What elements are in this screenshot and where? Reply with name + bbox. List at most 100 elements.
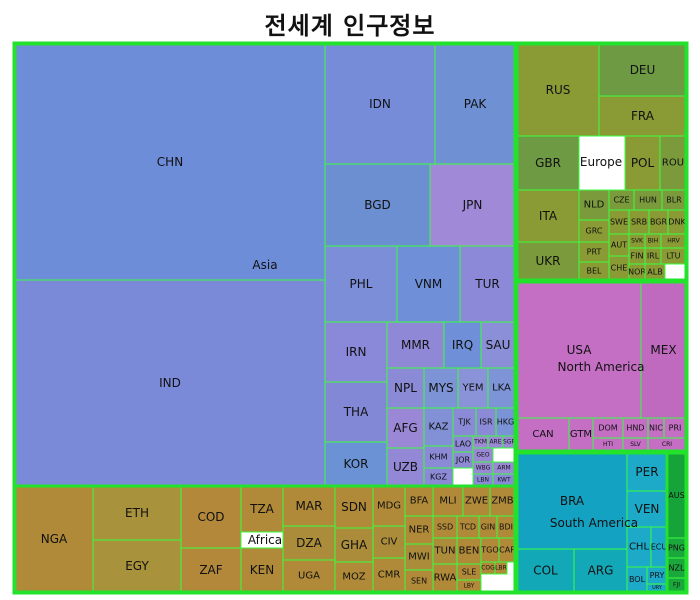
tile-label-tha: THA	[343, 405, 369, 419]
tile-label-aut: AUT	[611, 241, 627, 250]
tile-label-geo: GEO	[476, 452, 489, 459]
tile-label-cze: CZE	[613, 196, 629, 205]
tile-label-rwa: RWA	[434, 573, 457, 584]
tile-label-ven: VEN	[635, 502, 660, 516]
tile-label-tur: TUR	[474, 277, 499, 291]
tile-label-bdi: BDI	[499, 523, 513, 532]
tile-label-col: COL	[533, 564, 558, 578]
tile-label-tcd: TCD	[459, 523, 476, 532]
tile-label-srb: SRB	[631, 218, 647, 227]
tile-label-lbr: LBR	[495, 565, 507, 572]
tile-label-bfa: BFA	[410, 496, 429, 507]
tile-label-sau: SAU	[486, 338, 511, 352]
tile-label-bel: BEL	[587, 267, 603, 276]
tile-label-tkm: TKM	[473, 439, 487, 446]
tile-label-chl: CHL	[629, 542, 650, 553]
tile-label-mli: MLI	[439, 496, 456, 507]
tile-label-grc: GRC	[586, 227, 603, 236]
tile-label-dnk: DNK	[668, 218, 686, 227]
tile-label-tgo: TGO	[480, 546, 498, 555]
tile-label-idn: IDN	[369, 97, 391, 111]
tile-label-eth: ETH	[125, 506, 149, 520]
group-north-america: USA MEXCAN GTMDOM HND NIC PRIHTI SLV CRINorth A…	[517, 282, 686, 451]
tile-label-uzb: UZB	[393, 460, 418, 474]
tile-label-pry: PRY	[650, 571, 665, 580]
tile-label-alb: ALB	[647, 268, 662, 277]
tile-label-nga: NGA	[41, 532, 68, 546]
tile-label-hrv: HRV	[667, 238, 680, 245]
tile-label-lby: LBY	[464, 583, 475, 590]
tile-label-cog: COG	[481, 565, 495, 572]
tile-label-phl: PHL	[350, 277, 373, 291]
tile-label-civ: CIV	[381, 537, 398, 548]
tile-label-svk: SVK	[631, 238, 644, 245]
tile-label-zaf: ZAF	[199, 563, 222, 577]
tile-label-bih: BIH	[648, 238, 658, 245]
tile-label-ukr: UKR	[536, 254, 561, 268]
tile-label-irq: IRQ	[452, 338, 473, 352]
group-oceania: AUS PNG NZL FJI	[667, 453, 686, 592]
tile-label-jpn: JPN	[462, 198, 483, 212]
group-label-europe: Europe	[580, 155, 622, 169]
tile-label-gin: GIN	[481, 523, 496, 532]
tile-label-kwt: KWT	[497, 477, 511, 484]
tile-label-vnm: VNM	[415, 277, 443, 291]
tile-label-fra: FRA	[631, 109, 655, 123]
tile-label-isr: ISR	[480, 418, 493, 427]
tile-label-uga: UGA	[298, 571, 320, 582]
tile-label-tun: TUN	[434, 546, 456, 557]
tile-label-blr: BLR	[666, 196, 682, 205]
group-label-africa: Africa	[248, 533, 282, 547]
tile-label-sle: SLE	[462, 568, 477, 577]
group-europe: RUSDEUFRAGBR POL ROUITAUKRNLD CZE HUN BLRGRCS…	[517, 44, 686, 280]
tile-label-dom: DOM	[598, 424, 617, 433]
tile-label-gbr: GBR	[535, 156, 561, 170]
tile-label-zmb: ZMB	[491, 496, 513, 507]
group-africa: NGAETHEGYCODZAFTZAKENMARDZAUGASDNGHAMOZM…	[15, 486, 515, 592]
tile-label-cmr: CMR	[378, 570, 401, 581]
tile-label-deu: DEU	[630, 63, 656, 77]
tile-label-mdg: MDG	[377, 501, 401, 512]
tile-label-moz: MOZ	[342, 572, 365, 583]
tile-label-cod: COD	[197, 510, 224, 524]
tile-label-hkg: HKG	[497, 418, 514, 427]
tile-label-mmr: MMR	[401, 338, 430, 352]
tile-label-ltu: LTU	[666, 252, 680, 261]
tile-label-hnd: HND	[626, 424, 644, 433]
tile-label-slv: SLV	[630, 441, 641, 448]
tile-label-usa: USA	[567, 343, 593, 357]
tile-label-rus: RUS	[546, 83, 571, 97]
tile-label-che: CHE	[611, 264, 628, 273]
tile-label-arm: ARM	[497, 465, 510, 472]
tile-label-png: PNG	[668, 544, 685, 553]
tile-label-fin: FIN	[631, 252, 644, 261]
tile-label-kaz: KAZ	[428, 422, 448, 433]
tile-label-wbg: WBG	[476, 465, 491, 472]
tile-label-lbn: LBN	[477, 477, 489, 484]
tile-label-sen: SEN	[411, 577, 427, 586]
tile-label-mys: MYS	[428, 381, 453, 395]
tile-label-per: PER	[635, 465, 658, 479]
tile-label-irl: IRL	[647, 252, 660, 261]
tile-label-nld: NLD	[584, 200, 605, 211]
tile-label-kor: KOR	[344, 457, 369, 471]
group-asia: CHN IND IDN PAK BGD JPN PHL VNM TUR IRN MMR IRQ SAU T…	[15, 44, 515, 486]
tile-label-tjk: TJK	[457, 418, 471, 427]
group-label-asia: Asia	[252, 258, 277, 272]
tile-label-dza: DZA	[296, 536, 322, 550]
tile-label-bol: BOL	[629, 575, 646, 584]
tile-label-khm: KHM	[429, 453, 447, 462]
tile-label-yem: YEM	[461, 383, 483, 394]
tile-label-gtm: GTM	[570, 429, 592, 440]
tile-label-ssd: SSD	[437, 523, 453, 532]
tile-label-tza: TZA	[249, 502, 275, 516]
tile-label-hun: HUN	[639, 196, 657, 205]
tile-label-caf: CAF	[499, 546, 515, 555]
tile-label-pak: PAK	[464, 97, 488, 111]
tile-label-aus: AUS	[668, 491, 684, 500]
tile-label-are: ARE	[489, 439, 501, 446]
tile-label-swe: SWE	[610, 218, 628, 227]
tile-label-arg: ARG	[588, 564, 614, 578]
tile-label-nor: NOR	[628, 268, 646, 277]
